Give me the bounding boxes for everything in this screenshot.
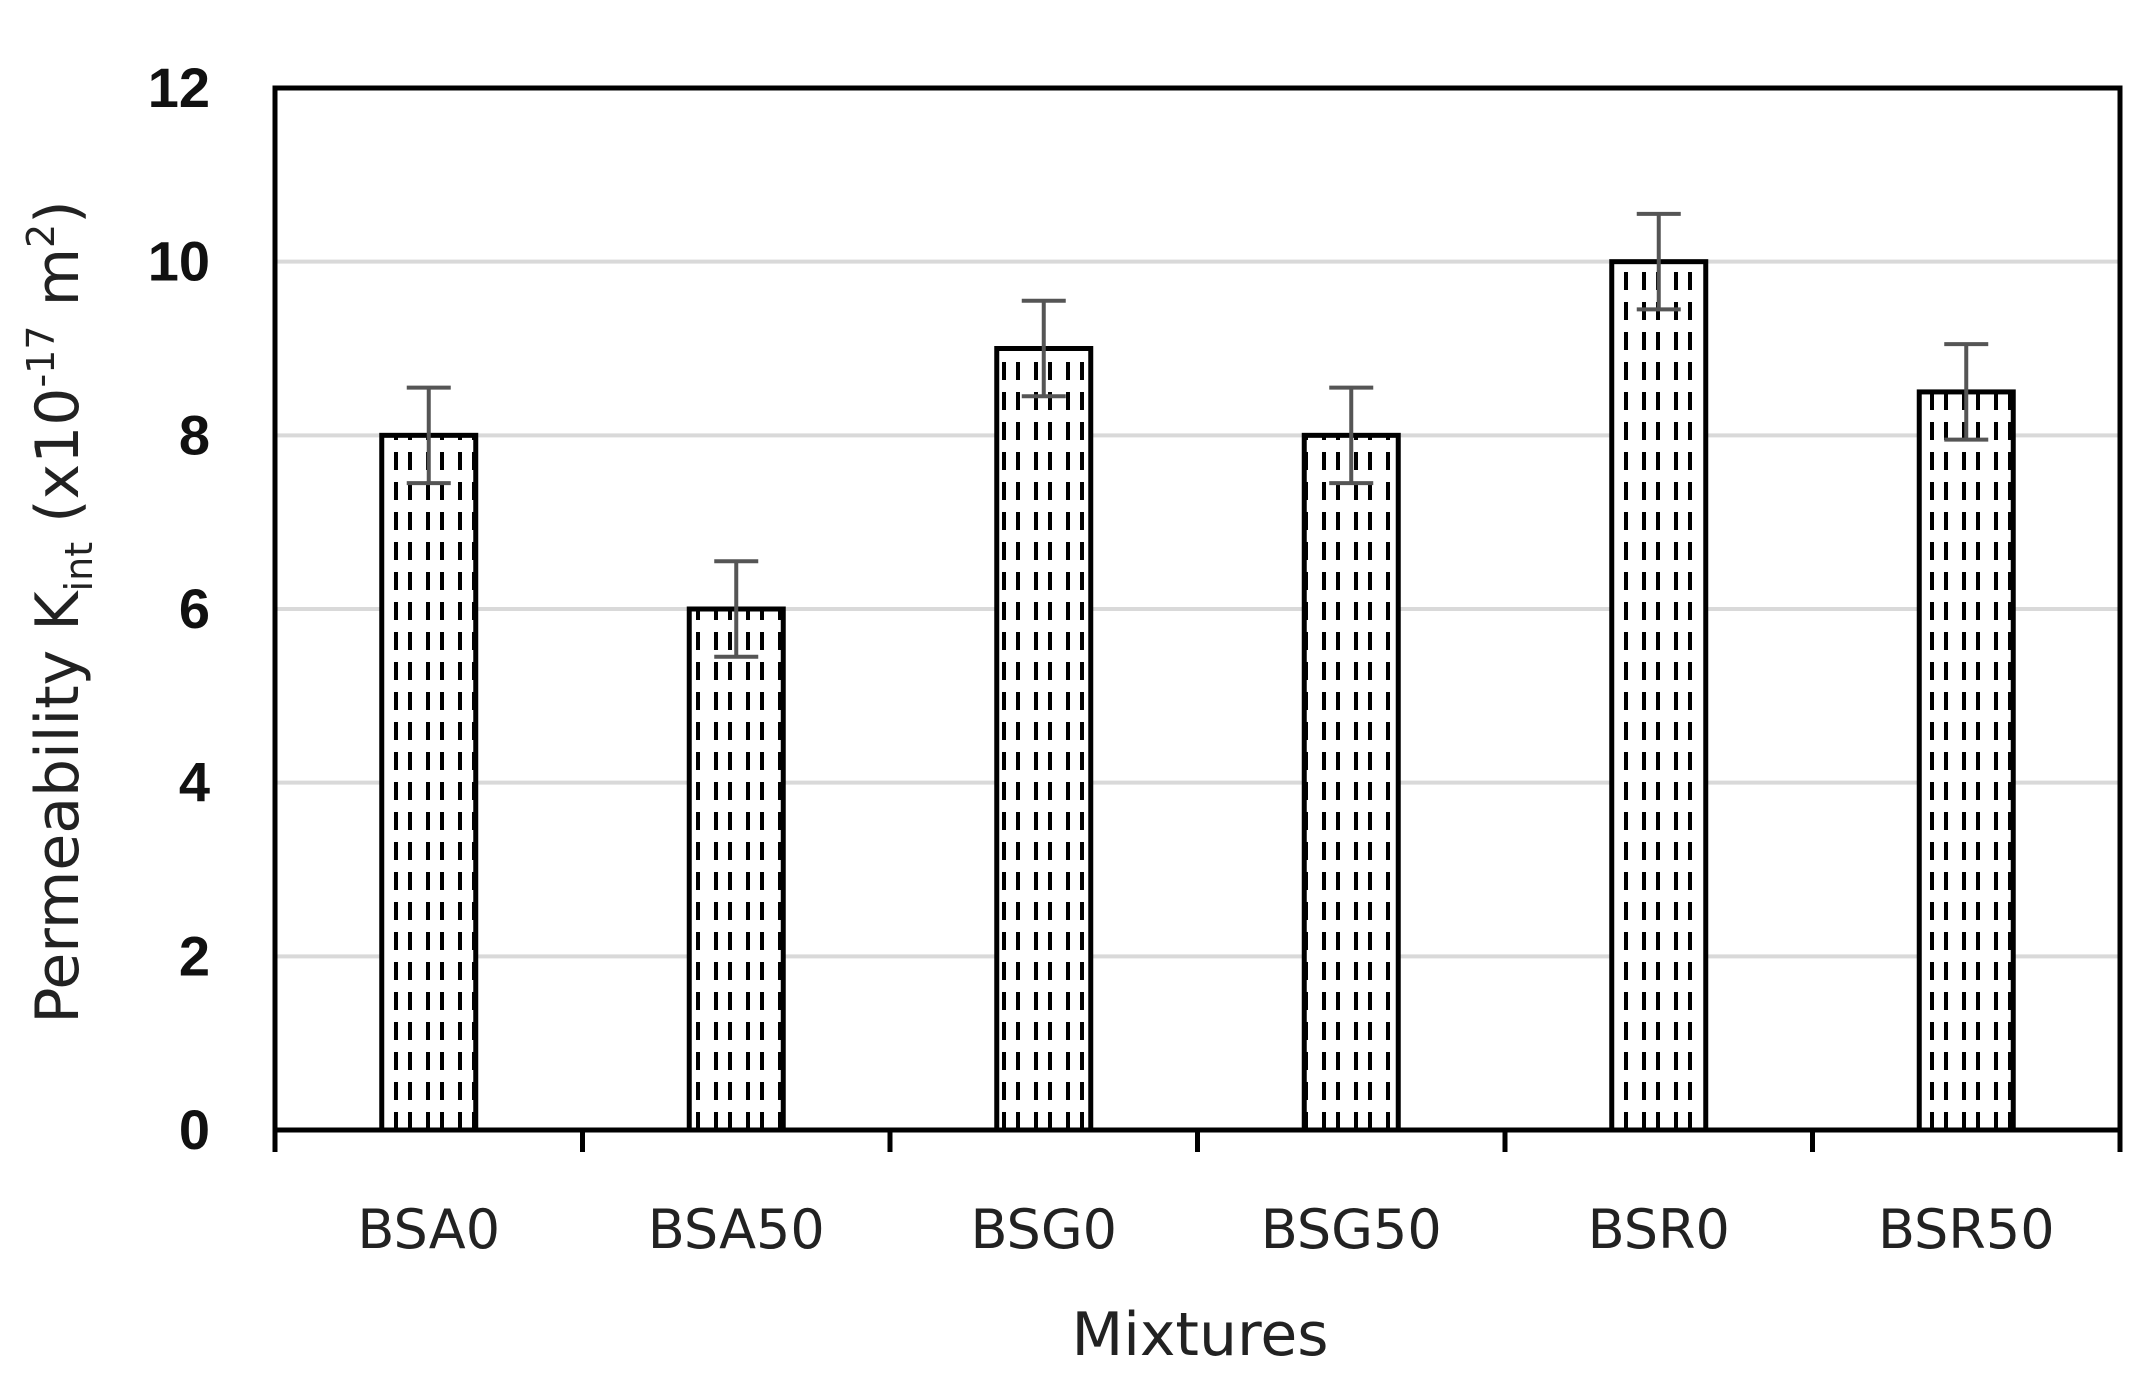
gridlines	[275, 259, 2120, 959]
x-axis-title: Mixtures	[1071, 1300, 1328, 1370]
x-tick-label: BSR50	[1878, 1198, 2055, 1261]
y-tick-label: 4	[179, 751, 210, 814]
y-axis-title: Permeability Kint (x10-17 m2)	[19, 200, 101, 1023]
y-axis-title-subscript: int	[57, 542, 101, 592]
y-axis-title-suffix: )	[23, 200, 93, 223]
y-tick-label: 6	[179, 577, 210, 640]
y-tick-label: 8	[179, 403, 210, 466]
y-axis-title-prefix: Permeability K	[23, 590, 93, 1024]
bar-hatch-bsg0	[994, 346, 1094, 1133]
y-axis-title-superscript: -17	[19, 325, 63, 387]
y-tick-label: 0	[179, 1098, 210, 1161]
x-tick-label: BSA0	[357, 1198, 500, 1261]
x-axis: BSA0 BSA50 BSG0 BSG50 BSR0 BSR50	[272, 1130, 2123, 1261]
x-tick-label: BSA50	[648, 1198, 825, 1261]
x-tick-label: BSR0	[1588, 1198, 1730, 1261]
bar-hatch-bsg50	[1301, 432, 1401, 1133]
bar-hatch-bsa50	[686, 606, 786, 1133]
bar-hatch-bsr50	[1916, 389, 2016, 1133]
x-tick-label: BSG50	[1261, 1198, 1442, 1261]
bar-hatch-bsr0	[1609, 259, 1709, 1133]
y-tick-label: 10	[148, 230, 210, 293]
bars	[379, 259, 2016, 1133]
y-axis-title-unit: m	[23, 248, 93, 326]
y-tick-label: 2	[179, 924, 210, 987]
y-axis-title-mid: (x10	[23, 388, 93, 542]
y-axis-title-superscript-2: 2	[19, 224, 63, 248]
error-bars	[406, 211, 1989, 659]
y-axis-ticks: 0 2 4 6 8 10 12	[148, 56, 210, 1161]
x-tick-label: BSG0	[970, 1198, 1117, 1261]
bar-hatch-bsa0	[379, 432, 479, 1133]
y-tick-label: 12	[148, 56, 210, 119]
